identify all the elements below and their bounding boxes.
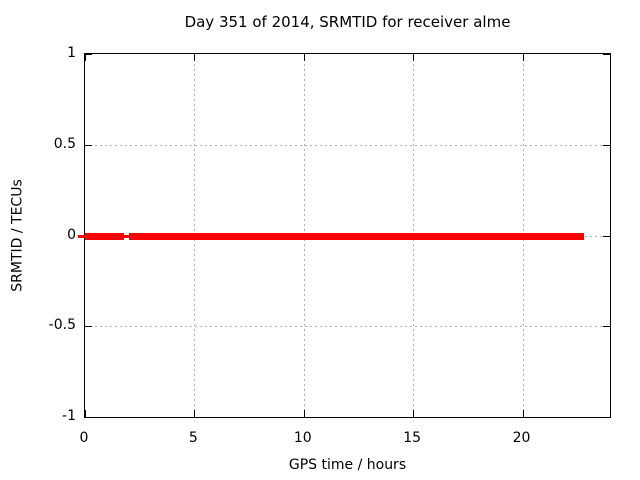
grid-line-y bbox=[85, 144, 610, 146]
y-tick-label: -1 bbox=[62, 408, 76, 424]
x-tick-mark-top bbox=[194, 54, 196, 61]
y-tick-mark bbox=[85, 417, 92, 418]
x-tick-mark bbox=[413, 410, 415, 417]
x-axis-label: GPS time / hours bbox=[288, 457, 407, 473]
series-thick-segment bbox=[128, 232, 584, 240]
y-tick-label: 0 bbox=[67, 226, 76, 243]
x-tick-mark bbox=[194, 410, 196, 417]
x-tick-mark-top bbox=[522, 54, 524, 61]
y-tick-mark bbox=[85, 144, 92, 146]
y-tick-label: 0.5 bbox=[53, 135, 76, 152]
x-tick-mark bbox=[303, 410, 305, 417]
y-tick-label: 1 bbox=[67, 45, 76, 61]
y-tick-mark-right bbox=[603, 326, 610, 328]
y-tick-mark bbox=[85, 54, 92, 55]
chart-title: Day 351 of 2014, SRMTID for receiver alm… bbox=[184, 13, 511, 31]
y-axis-label: SRMTID / TECUs bbox=[9, 179, 26, 292]
grid-line-y bbox=[85, 326, 610, 328]
y-tick-mark-right bbox=[603, 144, 610, 146]
y-tick-mark-right bbox=[603, 54, 610, 55]
y-tick-mark bbox=[85, 326, 92, 328]
x-tick-label: 20 bbox=[512, 430, 531, 446]
plot-area bbox=[78, 53, 611, 418]
x-tick-mark-top bbox=[303, 54, 305, 61]
y-tick-label: -0.5 bbox=[48, 317, 76, 334]
x-tick-label: 5 bbox=[188, 430, 198, 446]
x-tick-mark-top bbox=[85, 54, 86, 61]
x-tick-label: 15 bbox=[403, 430, 422, 446]
x-tick-mark bbox=[522, 410, 524, 417]
x-tick-mark bbox=[85, 410, 86, 417]
x-tick-label: 10 bbox=[293, 430, 312, 446]
y-tick-mark-right bbox=[603, 235, 610, 237]
x-tick-mark-top bbox=[413, 54, 415, 61]
x-tick-label: 0 bbox=[79, 430, 89, 446]
series-thick-segment bbox=[85, 232, 125, 240]
y-tick-mark-right bbox=[603, 417, 610, 418]
